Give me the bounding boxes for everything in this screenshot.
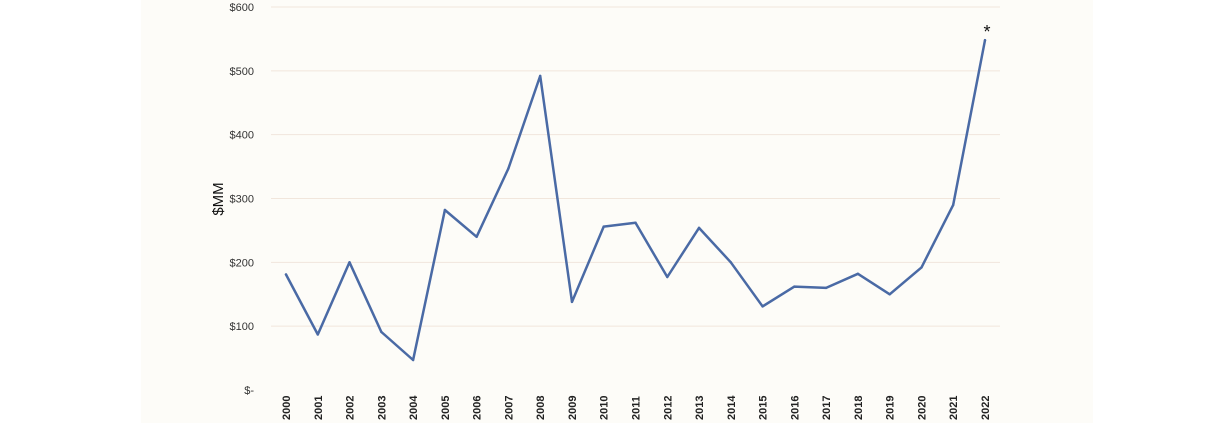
- x-tick-label: 2018: [853, 396, 865, 420]
- x-tick-label: 2020: [916, 396, 928, 420]
- y-tick-label: $300: [230, 194, 254, 206]
- data-point: [761, 305, 764, 308]
- data-point: [443, 208, 447, 212]
- data-point: [570, 300, 574, 304]
- data-point: [538, 74, 542, 78]
- x-tick-label: 2013: [694, 396, 706, 420]
- data-point: [475, 235, 478, 238]
- data-point: [380, 330, 383, 334]
- x-tick-label: 2000: [281, 396, 293, 420]
- data-point: [824, 286, 828, 290]
- x-tick-label: 2003: [376, 396, 388, 420]
- x-tick-label: 2006: [472, 396, 484, 420]
- x-tick-label: 2011: [631, 396, 643, 420]
- data-point: [983, 38, 987, 42]
- x-tick-label: 2002: [345, 396, 357, 420]
- data-point: [793, 285, 796, 288]
- data-point: [507, 167, 510, 170]
- series-line: [284, 38, 987, 362]
- y-axis-ticks: $- $100 $200 $300 $400 $500 $600: [230, 2, 255, 397]
- data-point: [348, 261, 351, 264]
- y-tick-label: $100: [230, 321, 254, 333]
- data-point: [952, 203, 955, 207]
- x-tick-label: 2017: [821, 396, 833, 420]
- data-point: [729, 261, 733, 264]
- x-tick-label: 2010: [599, 396, 611, 420]
- series-layer: [284, 38, 987, 362]
- y-tick-label: $-: [244, 385, 254, 397]
- x-tick-label: 2005: [440, 396, 452, 420]
- data-point: [856, 272, 860, 276]
- y-tick-label: $600: [230, 2, 254, 14]
- data-point: [697, 226, 701, 230]
- y-axis-label: $MM: [210, 182, 227, 215]
- point-layer: [284, 38, 987, 362]
- data-point: [602, 225, 605, 228]
- chart-annotation: *: [983, 22, 990, 42]
- x-tick-label: 2012: [662, 396, 674, 420]
- x-tick-label: 2019: [885, 396, 897, 420]
- y-tick-label: $500: [230, 66, 254, 78]
- x-tick-label: 2008: [535, 396, 547, 420]
- x-tick-label: 2021: [948, 396, 960, 420]
- y-tick-label: $200: [230, 257, 254, 269]
- x-tick-label: 2022: [980, 396, 992, 420]
- y-tick-label: $400: [230, 130, 254, 142]
- x-tick-label: 2015: [758, 396, 770, 420]
- data-point: [284, 273, 288, 276]
- x-tick-label: 2007: [503, 396, 515, 420]
- x-tick-label: 2001: [313, 396, 325, 420]
- data-point: [316, 333, 319, 336]
- x-tick-label: 2016: [789, 396, 801, 420]
- chart-panel: $- $100 $200 $300 $400 $500 $600 2000 2001 2002 2…: [141, 0, 1093, 423]
- data-point: [666, 275, 669, 279]
- x-tick-label: 2004: [408, 395, 420, 420]
- gridlines: [271, 6, 1000, 327]
- line-chart: $-$100$200$300$400$500$600 2000 2001 2002 2…: [210, 2, 1000, 420]
- x-tick-label: 2009: [567, 396, 579, 420]
- data-point: [888, 293, 891, 296]
- data-point: [411, 358, 415, 362]
- x-tick-label: 2014: [726, 395, 738, 420]
- data-point: [634, 221, 637, 224]
- x-axis-ticks: 2000 2001 2002 2003 2004 2005 2006 2007 2008 2009…: [281, 395, 992, 420]
- data-point: [920, 266, 923, 269]
